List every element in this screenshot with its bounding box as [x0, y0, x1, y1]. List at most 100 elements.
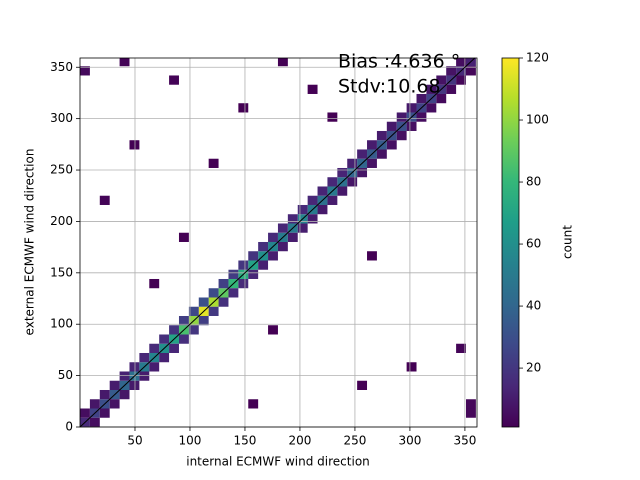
cell: [149, 343, 160, 353]
cell: [208, 306, 219, 316]
cell: [169, 343, 179, 353]
cell: [149, 362, 160, 372]
cell: [218, 297, 229, 307]
cell: [327, 112, 338, 122]
x-tick-label: 200: [288, 434, 311, 448]
cell: [277, 223, 288, 233]
cell: [416, 93, 427, 104]
x-tick-label: 350: [453, 434, 476, 448]
cell: [208, 288, 219, 298]
cell: [307, 195, 318, 205]
cell: [357, 149, 368, 159]
y-tick-label: 50: [58, 368, 73, 382]
cell: [456, 343, 467, 353]
cell: [416, 112, 427, 122]
cell: [396, 130, 407, 141]
cell: [258, 241, 269, 252]
cell: [367, 251, 377, 261]
cell: [466, 399, 476, 409]
cell: [80, 408, 90, 418]
cell: [466, 66, 476, 76]
cell: [327, 195, 338, 205]
cell: [446, 84, 457, 94]
cell: [248, 269, 259, 279]
colorbar-tick-label: 60: [526, 237, 541, 251]
cell: [139, 371, 150, 381]
reference-line: [79, 57, 476, 428]
cell: [89, 399, 100, 409]
x-tick-label: 50: [127, 434, 142, 448]
cell: [337, 186, 348, 196]
colorbar-tick-label: 40: [526, 299, 541, 313]
cell: [357, 380, 368, 390]
colorbar-label: count: [561, 225, 575, 259]
x-axis-label: internal ECMWF wind direction: [186, 455, 370, 469]
cell: [178, 232, 189, 242]
annotation: Bias :4.636 °: [338, 51, 460, 73]
cell: [208, 158, 219, 168]
cell: [297, 223, 308, 233]
cell: [119, 371, 130, 381]
cell: [376, 130, 387, 141]
overlay: [79, 57, 477, 428]
cell: [89, 417, 100, 427]
y-tick-label: 0: [65, 420, 73, 434]
x-tick-label: 300: [398, 434, 421, 448]
cell: [119, 389, 130, 400]
y-tick-label: 250: [50, 163, 73, 177]
cell: [258, 260, 269, 270]
colorbar-tick-label: 20: [526, 361, 541, 375]
x-tick-label: 150: [234, 434, 257, 448]
cell: [109, 399, 120, 409]
cell: [396, 112, 407, 122]
colorbar-tick-label: 120: [526, 51, 549, 65]
cell: [456, 75, 467, 85]
cell: [277, 58, 288, 67]
colorbar-tick-label: 100: [526, 113, 549, 127]
cell: [317, 204, 328, 215]
cell: [287, 214, 298, 224]
cell: [277, 241, 288, 252]
cell: [99, 195, 110, 205]
cell: [347, 177, 358, 187]
cell: [178, 315, 189, 326]
cell: [99, 389, 110, 400]
cell: [129, 362, 140, 372]
cell: [426, 84, 437, 94]
cell: [80, 66, 90, 76]
cell: [386, 121, 397, 131]
cell: [228, 269, 239, 279]
cell: [327, 177, 338, 187]
cell: [436, 93, 447, 104]
cell: [109, 380, 120, 390]
x-tick-label: 250: [343, 434, 366, 448]
cell: [466, 408, 476, 418]
cell: [446, 66, 457, 76]
cell: [129, 140, 140, 150]
cell: [386, 140, 397, 150]
cell: [317, 186, 328, 196]
cell: [436, 75, 447, 85]
cell: [347, 158, 358, 168]
cell: [188, 325, 199, 335]
cell: [367, 158, 377, 168]
cell: [367, 140, 377, 150]
cell: [238, 103, 249, 113]
y-tick-label: 350: [50, 60, 73, 74]
cell: [218, 278, 229, 289]
cell: [169, 75, 179, 85]
y-tick-label: 150: [50, 265, 73, 279]
y-tick-label: 200: [50, 214, 73, 228]
cell: [268, 232, 278, 242]
colorbar-tick-label: 80: [526, 175, 541, 189]
cell: [99, 408, 110, 418]
cell: [456, 58, 467, 67]
cell: [307, 214, 318, 224]
cell: [248, 399, 259, 409]
cell: [178, 334, 189, 344]
cell: [297, 204, 308, 215]
cell: [337, 167, 348, 178]
cell: [228, 288, 239, 298]
cell: [198, 297, 209, 307]
cell: [159, 352, 170, 363]
